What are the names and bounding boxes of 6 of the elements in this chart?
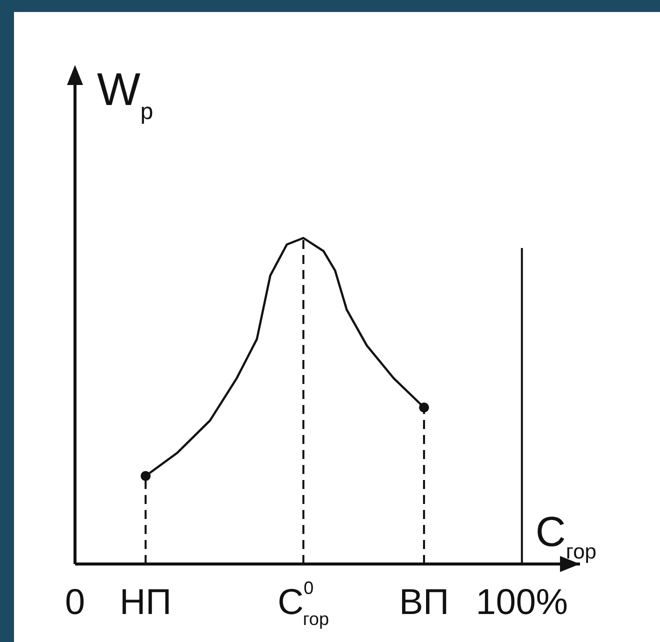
x-axis-title: С$_{гор}$ bbox=[536, 508, 596, 564]
x-tick-label: 100% bbox=[476, 581, 568, 622]
annotation: НП bbox=[120, 581, 172, 622]
annotation: ВП bbox=[399, 581, 449, 622]
y-axis-title: W$_{р}$ bbox=[97, 63, 154, 124]
x-tick-label: 0 bbox=[64, 581, 86, 622]
